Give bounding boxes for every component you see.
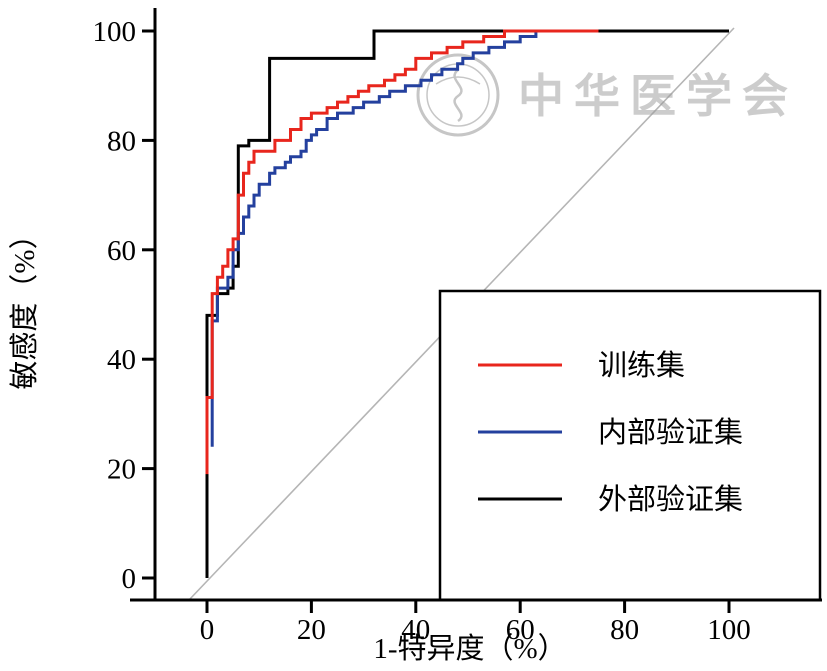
x-tick-label: 0 xyxy=(200,614,215,646)
roc-curves xyxy=(205,29,729,578)
y-tick-label: 100 xyxy=(93,16,137,48)
y-tick-label: 0 xyxy=(122,563,137,595)
x-tick-label: 20 xyxy=(297,614,326,646)
legend-item: 外部验证集 xyxy=(478,483,743,516)
y-tick-label: 40 xyxy=(107,344,136,376)
legend-label: 外部验证集 xyxy=(598,483,743,516)
y-tick-label: 80 xyxy=(107,125,136,157)
legend-item: 训练集 xyxy=(478,349,685,382)
legend-label: 内部验证集 xyxy=(598,416,743,449)
watermark: 中华医学会 xyxy=(416,53,798,137)
legend-item: 内部验证集 xyxy=(478,416,743,449)
x-tick-label: 100 xyxy=(707,614,751,646)
x-tick-label: 40 xyxy=(401,614,430,646)
x-tick-label: 80 xyxy=(610,614,639,646)
legend-box xyxy=(438,289,822,602)
roc-curve-1 xyxy=(205,29,599,475)
legend-label: 训练集 xyxy=(598,349,685,382)
y-axis-label: 敏感度（%） xyxy=(8,220,41,389)
x-axis-ticks: 0 20 40 60 80 100 xyxy=(200,600,751,646)
x-tick-label: 60 xyxy=(506,614,535,646)
y-axis-ticks: 0 20 40 60 80 100 xyxy=(93,16,155,595)
x-axis: 0 20 40 60 80 100 xyxy=(130,598,822,646)
y-axis: 0 20 40 60 80 100 xyxy=(93,8,157,601)
y-tick-label: 60 xyxy=(107,235,136,267)
watermark-text: 中华医学会 xyxy=(518,71,798,122)
y-tick-label: 20 xyxy=(107,454,136,486)
x-axis-label: 1-特异度（%） xyxy=(373,632,566,665)
